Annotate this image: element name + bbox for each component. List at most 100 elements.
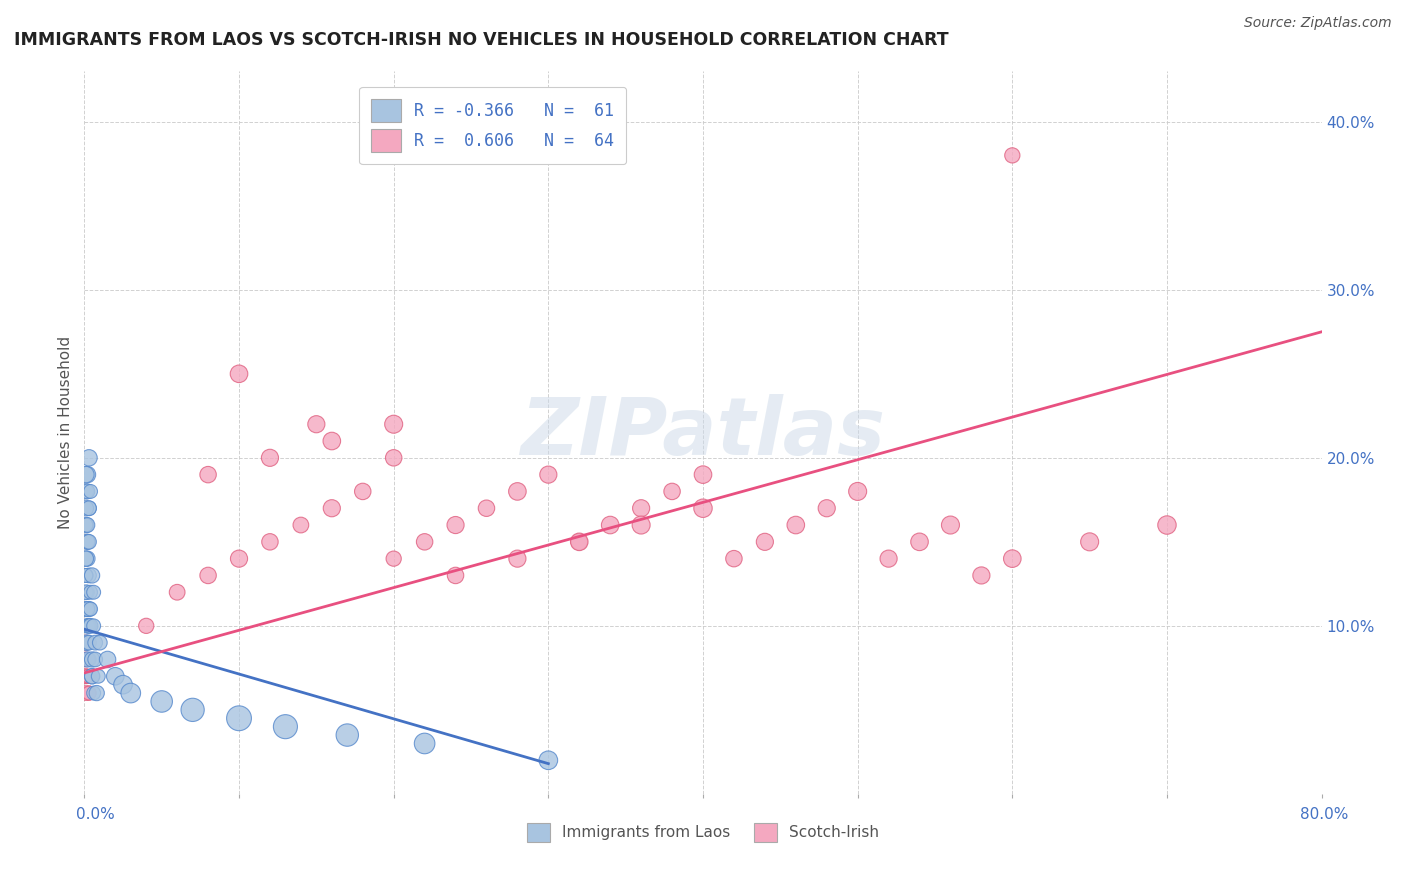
Point (75, 585, 97, 599)
Point (79, 619, 101, 633)
Point (76, 635, 98, 649)
Point (444, 518, 467, 533)
Point (76, 534, 98, 549)
Point (290, 518, 312, 533)
Point (444, 568, 467, 582)
Point (630, 518, 652, 533)
Point (77, 501, 100, 516)
Point (908, 534, 931, 549)
Point (77, 652, 100, 666)
Point (305, 417, 328, 432)
Point (228, 711, 250, 725)
Point (76, 652, 98, 666)
Point (77, 669, 100, 683)
Point (75, 686, 97, 700)
Point (537, 467, 560, 482)
Point (77, 450, 100, 465)
Point (181, 703, 204, 717)
Point (75, 635, 97, 649)
Point (77, 652, 100, 666)
Point (79, 602, 101, 616)
Point (321, 501, 343, 516)
Point (77, 501, 100, 516)
Point (537, 753, 560, 767)
Point (77, 686, 100, 700)
Point (96, 652, 118, 666)
Text: ZIPatlas: ZIPatlas (520, 393, 886, 472)
Point (815, 501, 838, 516)
Point (77, 619, 100, 633)
Point (970, 568, 993, 582)
Point (75, 518, 97, 533)
Point (75, 551, 97, 566)
Point (382, 417, 405, 432)
Point (413, 534, 436, 549)
Point (76, 686, 98, 700)
Point (77, 686, 100, 700)
Point (86, 686, 108, 700)
Point (82, 652, 104, 666)
Point (475, 501, 498, 516)
Point (939, 518, 962, 533)
Point (75, 635, 97, 649)
Point (599, 518, 621, 533)
Point (120, 686, 142, 700)
Point (112, 678, 135, 692)
Point (75, 635, 97, 649)
Point (1156, 518, 1178, 533)
Text: IMMIGRANTS FROM LAOS VS SCOTCH-IRISH NO VEHICLES IN HOUSEHOLD CORRELATION CHART: IMMIGRANTS FROM LAOS VS SCOTCH-IRISH NO … (14, 31, 949, 49)
Point (79, 484, 101, 499)
Point (75, 669, 97, 683)
Point (259, 534, 281, 549)
Point (89, 635, 111, 649)
Point (723, 551, 745, 566)
Point (259, 450, 281, 465)
Point (76, 534, 98, 549)
Point (75, 501, 97, 516)
Point (877, 551, 900, 566)
Point (77, 635, 100, 649)
Point (846, 484, 869, 499)
Point (87, 669, 110, 683)
Point (630, 501, 652, 516)
Point (1078, 534, 1101, 549)
Point (77, 534, 100, 549)
Point (382, 551, 405, 566)
Point (76, 652, 98, 666)
Point (76, 484, 98, 499)
Point (321, 434, 343, 448)
Point (135, 619, 157, 633)
Text: Source: ZipAtlas.com: Source: ZipAtlas.com (1244, 16, 1392, 29)
Point (754, 534, 776, 549)
Point (413, 736, 436, 750)
Point (84, 652, 107, 666)
Point (568, 534, 591, 549)
Point (1001, 551, 1024, 566)
Point (568, 534, 591, 549)
Point (76, 669, 98, 683)
Point (197, 467, 219, 482)
Point (77, 669, 100, 683)
Point (83, 585, 105, 599)
Point (82, 669, 104, 683)
Point (76, 551, 98, 566)
Point (77, 602, 100, 616)
Y-axis label: No Vehicles in Household: No Vehicles in Household (58, 336, 73, 529)
Point (77, 686, 100, 700)
Point (83, 686, 105, 700)
Point (76, 467, 98, 482)
Point (1001, 148, 1024, 162)
Point (76, 518, 98, 533)
Point (382, 450, 405, 465)
Point (75, 652, 97, 666)
Point (274, 720, 297, 734)
Point (76, 652, 98, 666)
Point (692, 501, 714, 516)
Point (77, 568, 100, 582)
Legend: Immigrants from Laos, Scotch-Irish: Immigrants from Laos, Scotch-Irish (522, 817, 884, 847)
Point (82, 568, 104, 582)
Point (692, 467, 714, 482)
Point (76, 602, 98, 616)
Point (76, 534, 98, 549)
Point (506, 551, 529, 566)
